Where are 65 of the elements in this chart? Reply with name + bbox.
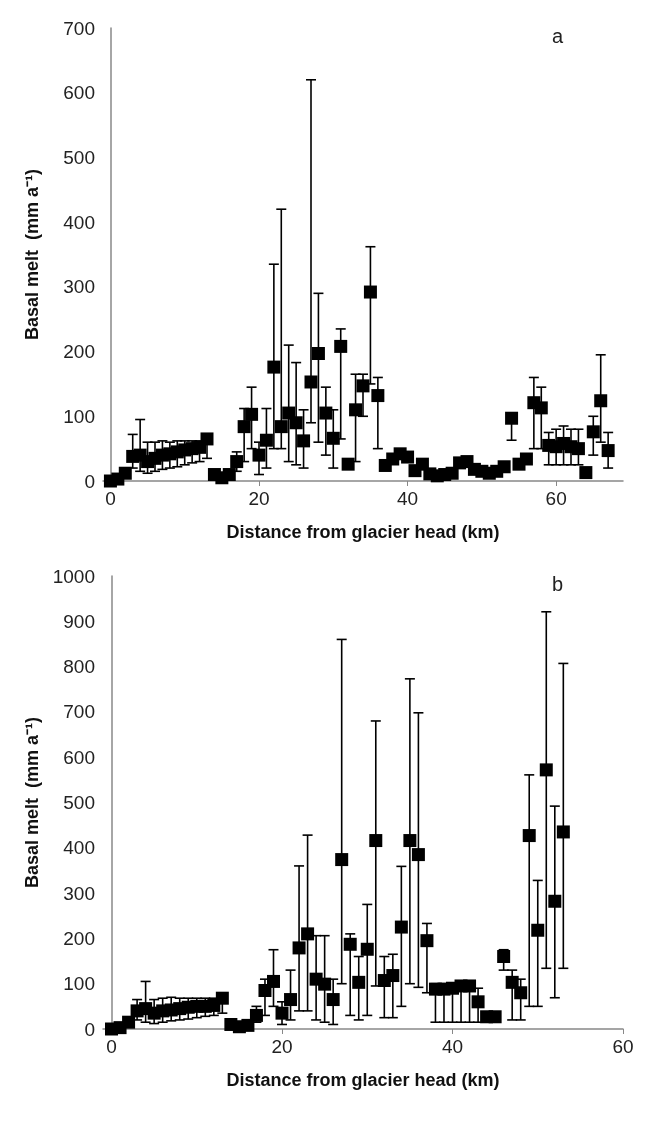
point (403, 834, 417, 848)
point (343, 937, 357, 951)
y-tick-label: 300 (63, 276, 95, 298)
y-tick-label: 200 (63, 927, 95, 949)
y-tick-label: 400 (63, 837, 95, 859)
annotation: b (551, 573, 563, 595)
point (360, 942, 374, 956)
y-tick-label: 0 (84, 470, 95, 492)
annotation: a (551, 25, 564, 47)
point (556, 825, 570, 839)
point (335, 853, 349, 867)
x-tick-label: 0 (106, 1036, 117, 1057)
point (318, 977, 332, 991)
point (463, 979, 477, 993)
point (514, 986, 528, 1000)
point (394, 920, 408, 934)
y-tick-label: 0 (84, 1018, 95, 1040)
point (497, 950, 511, 964)
point (292, 941, 306, 955)
point (241, 1018, 255, 1032)
point (275, 1006, 289, 1020)
point (122, 1015, 136, 1029)
y-axis-title: Basal melt (mm a⁻¹) (22, 168, 42, 341)
point (531, 923, 545, 937)
point (411, 848, 425, 862)
point (505, 975, 519, 989)
point (548, 894, 562, 908)
point (488, 1010, 502, 1024)
y-tick-label: 700 (63, 701, 95, 723)
point (471, 995, 485, 1009)
x-axis-title: Distance from glacier head (km) (226, 522, 500, 542)
x-tick-label: 0 (105, 488, 116, 509)
y-tick-label: 600 (63, 82, 95, 104)
point (326, 993, 340, 1007)
x-tick-label: 20 (248, 488, 270, 509)
y-tick-label: 100 (63, 973, 95, 995)
y-tick-label: 500 (63, 792, 95, 813)
y-tick-label: 300 (63, 882, 95, 904)
point (352, 975, 366, 989)
y-tick-label: 400 (63, 211, 95, 233)
point (258, 983, 272, 997)
point (266, 974, 280, 988)
y-tick-label: 1000 (52, 565, 95, 587)
x-tick-label: 60 (545, 488, 567, 509)
point (215, 991, 229, 1005)
y-tick-label: 100 (63, 405, 95, 427)
y-tick-label: 500 (63, 146, 95, 168)
x-tick-label: 60 (612, 1036, 634, 1057)
point (369, 834, 383, 848)
x-axis-title: Distance from glacier head (km) (226, 1070, 500, 1090)
y-tick-label: 800 (63, 656, 95, 678)
point (522, 829, 536, 843)
y-axis-title: Basal melt (mm a⁻¹) (22, 716, 42, 889)
x-tick-label: 40 (397, 488, 419, 509)
x-tick-label: 20 (271, 1036, 293, 1057)
y-tick-label: 200 (63, 341, 95, 363)
point (420, 934, 434, 948)
point (284, 993, 298, 1007)
y-tick-label: 900 (63, 610, 95, 632)
point (539, 763, 553, 777)
y-tick-label: 600 (63, 746, 95, 768)
point (301, 927, 315, 941)
y-tick-label: 700 (63, 17, 95, 39)
x-tick-label: 40 (441, 1036, 464, 1057)
point (386, 969, 400, 983)
